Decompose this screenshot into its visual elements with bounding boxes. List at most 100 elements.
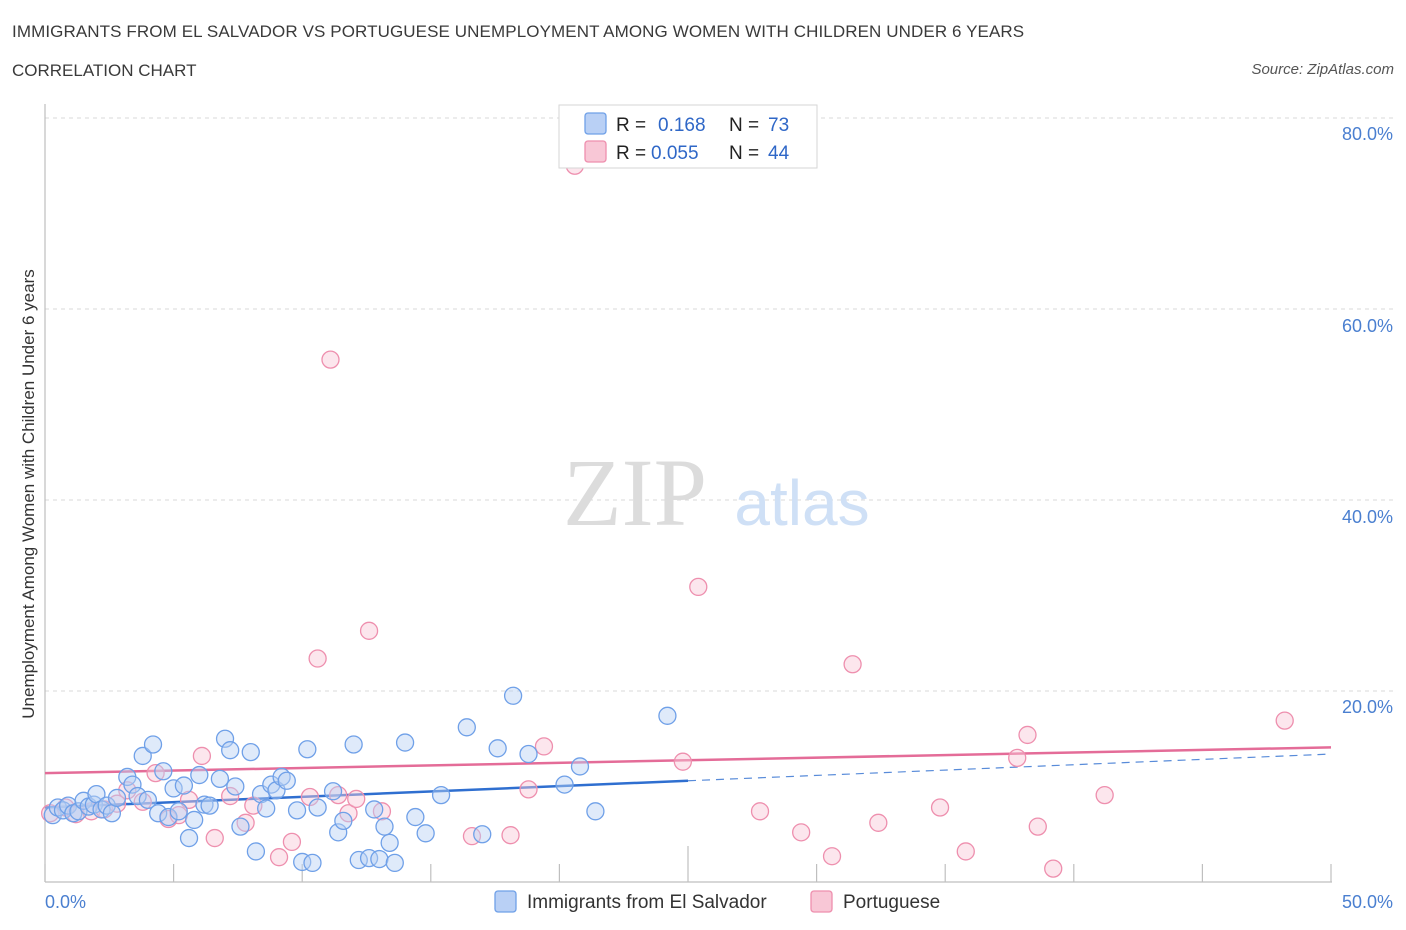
- data-point-el-salvador: [241, 742, 260, 762]
- data-point-portuguese: [501, 826, 520, 845]
- data-point-el-salvador: [123, 775, 142, 794]
- chart-subtitle: CORRELATION CHART: [12, 61, 197, 80]
- data-point-el-salvador: [323, 782, 343, 801]
- data-point-el-salvador: [370, 849, 389, 869]
- data-point-el-salvador: [344, 735, 363, 754]
- data-point-portuguese: [843, 655, 862, 674]
- data-point-portuguese: [205, 828, 224, 848]
- data-point-portuguese: [1044, 859, 1063, 878]
- data-point-el-salvador: [215, 729, 235, 748]
- data-point-el-salvador: [303, 853, 322, 873]
- data-point-el-salvador: [329, 823, 348, 842]
- data-point-portuguese: [534, 737, 554, 756]
- data-point-el-salvador: [277, 771, 296, 790]
- data-point-el-salvador: [159, 807, 178, 827]
- data-point-el-salvador: [457, 718, 476, 737]
- data-point-portuguese: [347, 789, 366, 809]
- legend-swatch-blue: [584, 112, 607, 135]
- chart-title: IMMIGRANTS FROM EL SALVADOR VS PORTUGUES…: [12, 22, 1025, 41]
- legend-n-label-blue: N =: [729, 115, 759, 136]
- data-point-portuguese: [221, 786, 240, 806]
- data-point-portuguese: [118, 781, 137, 800]
- data-point-el-salvador: [257, 799, 276, 818]
- el-salvador-points: [43, 686, 677, 873]
- data-point-el-salvador: [107, 788, 127, 808]
- data-point-el-salvador: [226, 777, 245, 796]
- trend-extension-el-salvador: [687, 753, 1332, 782]
- trend-lines: [44, 746, 1332, 809]
- series-legend: Immigrants from El Salvador Portuguese: [494, 890, 940, 913]
- data-point-el-salvador: [102, 804, 122, 823]
- data-point-portuguese: [359, 621, 379, 640]
- data-point-portuguese: [689, 577, 708, 597]
- data-point-el-salvador: [395, 733, 415, 752]
- data-point-el-salvador: [555, 775, 574, 794]
- data-point-el-salvador: [143, 735, 163, 754]
- data-point-el-salvador: [200, 796, 219, 815]
- x-tick-label-max: 50.0%: [1342, 892, 1393, 912]
- data-point-el-salvador: [431, 785, 451, 805]
- y-axis-label: Unemployment Among Women with Children U…: [19, 269, 38, 718]
- data-point-el-salvador: [406, 807, 425, 827]
- data-point-el-salvador: [380, 833, 399, 852]
- data-point-portuguese: [321, 350, 340, 369]
- data-point-portuguese: [673, 752, 693, 771]
- legend-r-value-pink: 0.055: [651, 143, 699, 164]
- data-point-el-salvador: [190, 765, 209, 785]
- data-point-portuguese: [750, 802, 770, 821]
- data-point-portuguese: [282, 832, 302, 852]
- data-point-el-salvador: [169, 802, 188, 821]
- trend-line-el-salvador: [44, 779, 689, 809]
- series-legend-swatch-blue: [494, 890, 517, 913]
- x-tick-label-min: 0.0%: [45, 892, 86, 912]
- data-point-el-salvador: [174, 776, 194, 795]
- trend-line-portuguese: [44, 746, 1332, 775]
- legend-n-value-pink: 44: [768, 143, 790, 164]
- gridlines: [45, 117, 1394, 692]
- data-point-el-salvador: [385, 853, 404, 873]
- legend-r-label-blue: R =: [616, 115, 646, 136]
- data-point-el-salvador: [69, 802, 88, 821]
- data-point-portuguese: [956, 842, 975, 861]
- stats-legend: R = 0.168 N = 73 R = 0.055 N = 44: [558, 104, 818, 169]
- data-point-el-salvador: [138, 790, 158, 810]
- data-point-portuguese: [308, 649, 327, 668]
- data-point-el-salvador: [210, 769, 230, 789]
- y-tick-label-20: 20.0%: [1342, 697, 1393, 717]
- series-legend-swatch-pink: [810, 890, 833, 913]
- data-point-el-salvador: [149, 804, 168, 823]
- data-point-portuguese: [822, 847, 842, 866]
- data-point-el-salvador: [298, 740, 317, 759]
- y-tick-label-80: 80.0%: [1342, 124, 1393, 144]
- data-point-portuguese: [192, 746, 212, 766]
- data-point-el-salvador: [231, 817, 250, 836]
- watermark-atlas: atlas: [734, 467, 869, 539]
- data-point-portuguese: [519, 780, 538, 799]
- data-point-portuguese: [1095, 785, 1114, 805]
- y-tick-label-60: 60.0%: [1342, 316, 1393, 336]
- source-credit: Source: ZipAtlas.com: [1251, 61, 1394, 78]
- y-tick-label-40: 40.0%: [1342, 507, 1393, 527]
- data-point-el-salvador: [128, 786, 147, 806]
- data-point-portuguese: [1275, 711, 1294, 730]
- data-point-portuguese: [1018, 725, 1037, 745]
- legend-n-label-pink: N =: [729, 143, 759, 164]
- data-point-el-salvador: [503, 686, 523, 705]
- data-point-el-salvador: [488, 739, 507, 758]
- watermark: ZIP atlas: [563, 439, 870, 546]
- data-point-el-salvador: [586, 802, 605, 821]
- legend-r-value-blue: 0.168: [658, 115, 706, 136]
- data-point-el-salvador: [570, 757, 590, 776]
- data-point-el-salvador: [221, 741, 240, 760]
- series-legend-label-pink: Portuguese: [843, 892, 940, 913]
- data-point-el-salvador: [519, 744, 538, 764]
- data-point-el-salvador: [416, 824, 435, 843]
- data-point-el-salvador: [658, 706, 677, 725]
- data-point-el-salvador: [334, 811, 353, 831]
- legend-n-value-blue: 73: [768, 115, 789, 136]
- data-point-portuguese: [1028, 817, 1047, 836]
- legend-r-label-pink: R =: [616, 143, 646, 164]
- data-point-el-salvador: [154, 762, 173, 781]
- data-point-portuguese: [1008, 748, 1027, 767]
